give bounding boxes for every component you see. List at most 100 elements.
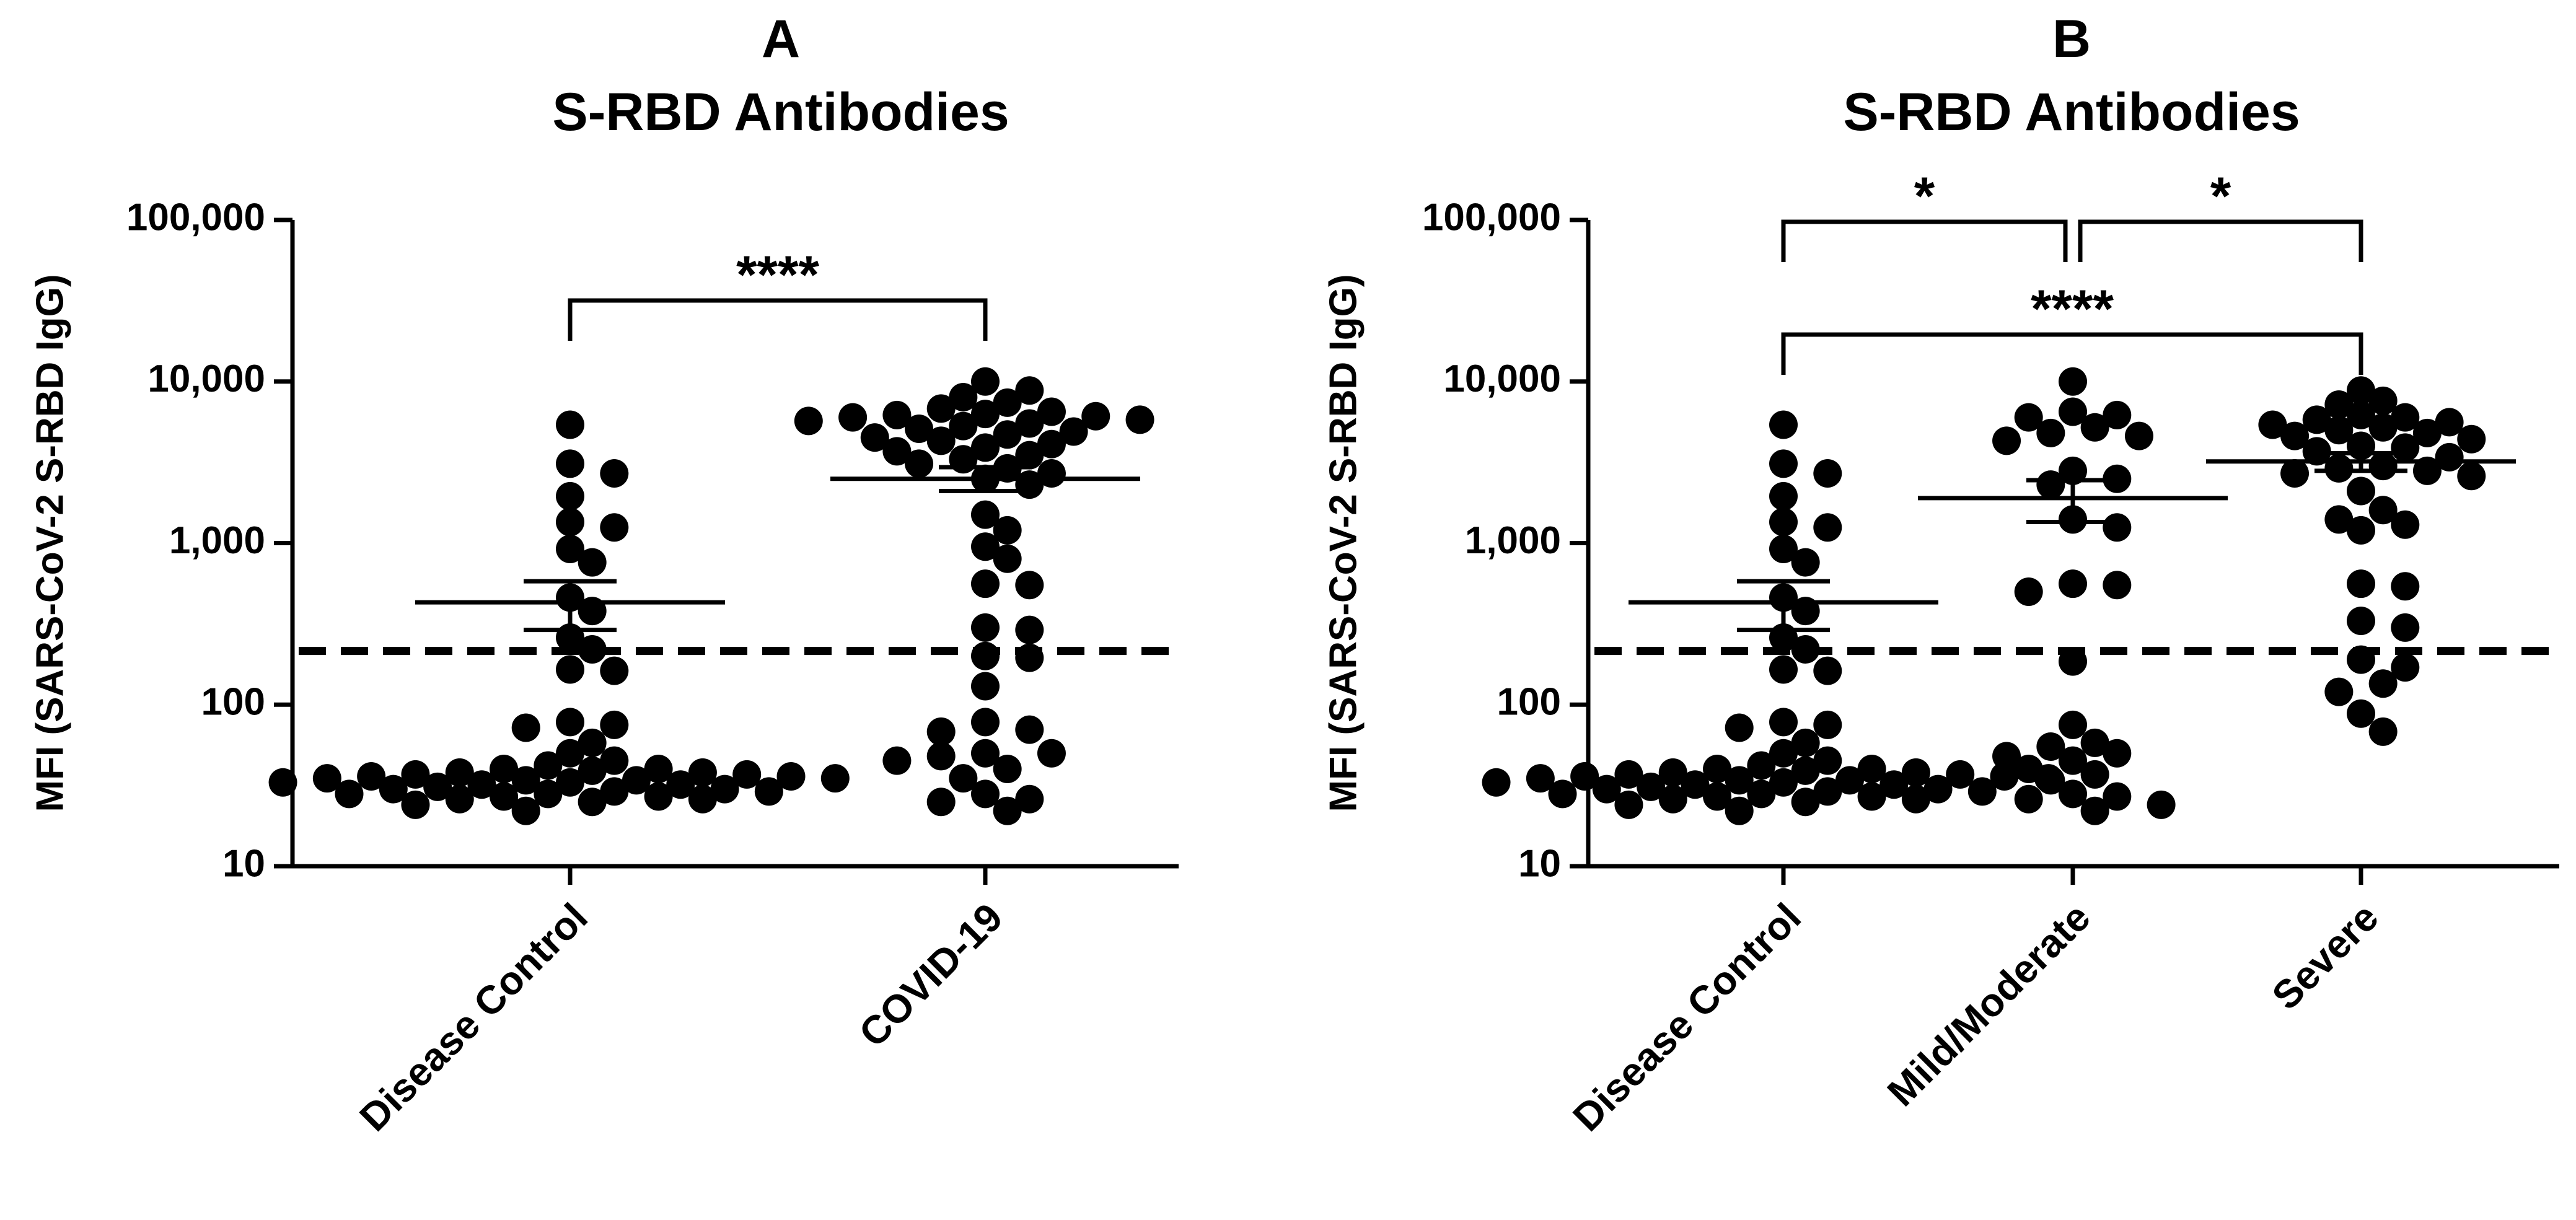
data-point [578, 728, 607, 757]
significance-bracket [1781, 332, 2363, 375]
data-point [754, 777, 783, 806]
data-point [926, 717, 956, 746]
data-point [2347, 400, 2375, 429]
data-point [993, 544, 1022, 573]
panel-letter: A [762, 9, 800, 69]
data-point [971, 569, 1000, 599]
data-point [2368, 386, 2398, 415]
data-point [423, 772, 452, 801]
data-point [1769, 410, 1798, 439]
data-point [1548, 779, 1577, 809]
data-point [1879, 770, 1909, 799]
data-point [1725, 766, 1754, 795]
data-point [2059, 456, 2087, 485]
significance-bracket [1781, 219, 2068, 262]
significance-label: * [2210, 167, 2231, 226]
data-point [993, 796, 1022, 825]
data-point [312, 764, 341, 793]
data-point [838, 403, 868, 432]
data-point [2103, 739, 2132, 768]
data-point [2391, 653, 2420, 682]
data-point [600, 710, 629, 739]
data-point [556, 410, 584, 439]
data-point [1037, 397, 1066, 426]
data-point [2103, 513, 2132, 542]
data-point [971, 739, 1000, 768]
data-point [445, 784, 474, 814]
data-point [600, 746, 629, 775]
data-point [556, 507, 584, 537]
data-point [379, 775, 408, 804]
data-point [556, 768, 584, 797]
x-tick-label: Disease Control [1564, 895, 1809, 1139]
data-point [1769, 534, 1798, 563]
data-point [1015, 784, 1044, 814]
y-tick-label: 10 [1518, 842, 1561, 885]
data-point [1769, 739, 1798, 768]
data-point [556, 449, 584, 478]
data-point [2435, 408, 2464, 437]
data-point [860, 423, 889, 452]
panel-letter: B [2052, 9, 2091, 69]
y-tick-label: 10 [222, 842, 265, 885]
data-point [2059, 746, 2087, 775]
data-point [1769, 708, 1798, 737]
data-point [556, 481, 584, 511]
data-point [578, 634, 607, 664]
data-point [1703, 755, 1732, 784]
data-point [1791, 756, 1820, 785]
data-point [2014, 577, 2043, 606]
data-point [401, 760, 430, 789]
data-point [1526, 764, 1555, 793]
panel-a: A S-RBD Antibodies MFI (SARS-CoV-2 S-RBD I… [29, 9, 1179, 1139]
data-point [1769, 481, 1798, 511]
significance-bracket [568, 298, 988, 341]
data-point [600, 513, 629, 542]
data-point [2347, 516, 2375, 545]
data-point [688, 758, 717, 787]
data-point [1015, 643, 1044, 672]
data-point [666, 770, 695, 799]
data-point [1015, 571, 1044, 600]
data-point [2324, 677, 2354, 706]
data-point [467, 770, 496, 799]
data-point [2347, 645, 2375, 674]
y-tick-label: 100 [201, 681, 265, 724]
data-point [820, 764, 850, 793]
data-point [1992, 742, 2021, 771]
data-point [1059, 417, 1088, 446]
data-point [600, 656, 629, 685]
data-point [556, 739, 584, 768]
data-point [2080, 760, 2109, 789]
data-point [1813, 459, 1842, 488]
data-point [2347, 699, 2375, 728]
data-point [2036, 418, 2065, 447]
data-point [2368, 452, 2398, 481]
data-point [2391, 510, 2420, 539]
data-point [2457, 424, 2486, 454]
data-point [600, 459, 629, 488]
panel-title: S-RBD Antibodies [552, 82, 1009, 142]
data-point [2412, 418, 2442, 447]
data-point [644, 755, 673, 784]
data-point [2368, 413, 2398, 442]
significance-label: **** [736, 245, 819, 305]
data-point [511, 713, 540, 742]
data-point [578, 756, 607, 785]
data-point [926, 788, 956, 817]
data-point [905, 415, 934, 444]
data-point [1813, 710, 1842, 739]
data-point [1835, 766, 1864, 795]
data-point [2103, 400, 2132, 429]
data-point [949, 411, 978, 441]
data-point [1482, 768, 1511, 797]
data-point [490, 782, 519, 811]
data-point [882, 437, 912, 466]
data-point [1769, 655, 1798, 684]
data-point [578, 788, 607, 817]
data-point [1923, 775, 1953, 804]
data-point [2103, 782, 2132, 811]
data-point [2324, 454, 2354, 483]
data-point [2080, 796, 2109, 825]
data-point [1015, 441, 1044, 470]
